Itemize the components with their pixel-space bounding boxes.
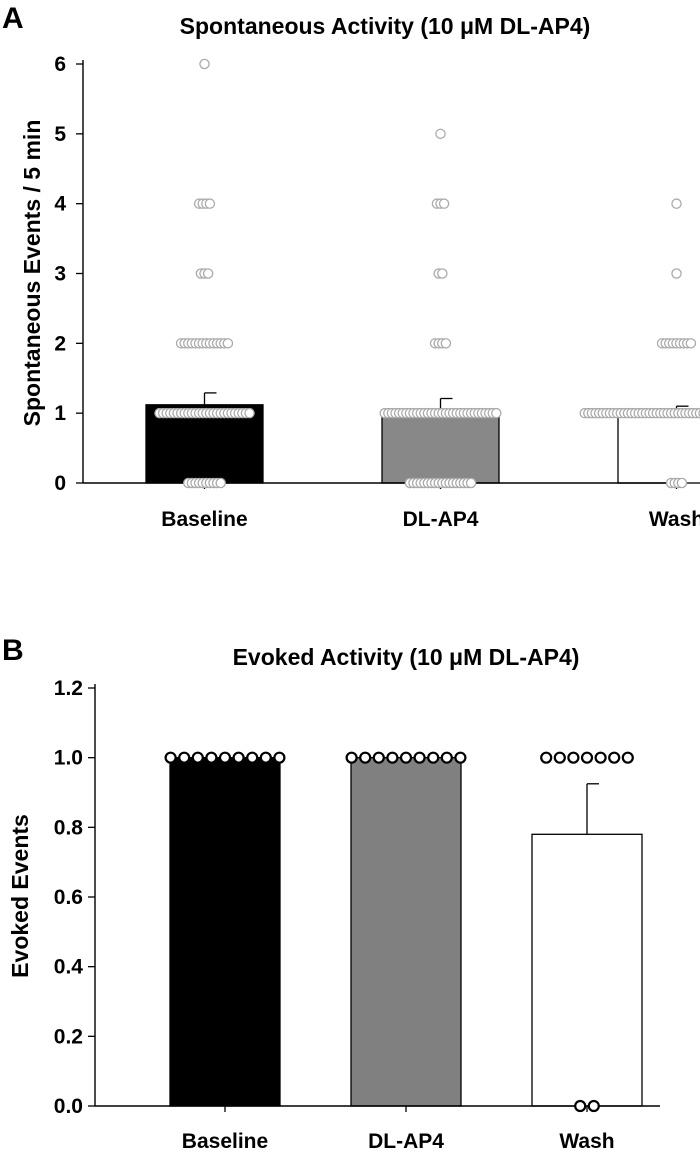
data-point-a-0-y0-9 [215,477,226,489]
bar-b-0 [169,757,281,1107]
chart-title-b: Evoked Activity (10 μM DL-AP4) [233,644,580,670]
data-point-a-1-y1-31 [491,407,502,419]
y-axis-label-b: Evoked Events [7,814,33,978]
panel-letter-b: B [2,634,24,667]
data-point-b-2-y1-6 [621,751,634,764]
data-point-b-0-y1-1 [178,751,191,764]
plot-area-a: Baseline DL-AP4 Wash 0 1 2 3 4 5 6 [54,53,700,531]
y-tick-label-a-6: 6 [54,53,66,76]
y-tick-label-b-4: 0.8 [54,816,84,839]
x-tick-label-b-2: Wash [559,1130,614,1153]
data-point-b-2-y1-0 [540,751,553,764]
data-point-a-0-y2-13 [222,338,234,349]
data-point-a-1-y3-1 [437,268,448,279]
y-tick-label-b-6: 1.2 [54,677,83,700]
data-point-a-2-y0-3 [676,477,688,489]
y-tick-label-a-1: 1 [54,402,66,425]
data-point-b-1-y1-4 [399,751,413,764]
y-tick-label-a-0: 0 [54,472,66,495]
data-point-b-1-y1-5 [413,751,426,764]
data-point-b-2-y1-3 [580,751,594,764]
data-point-b-0-y1-4 [218,751,232,764]
panel-b: B Evoked Activity (10 μM DL-AP4) Evoked … [2,634,660,1153]
data-point-b-2-y1-2 [567,751,580,764]
data-point-b-0-y1-3 [205,751,218,764]
data-point-b-2-y0-1 [587,1099,600,1113]
y-tick-label-a-3: 3 [54,263,66,286]
panel-letter-a: A [2,2,24,35]
bar-a-1 [381,409,500,484]
data-point-b-1-y1-2 [372,751,385,764]
x-tick-label-a-0: Baseline [161,508,247,531]
data-point-b-0-y1-6 [246,751,259,764]
data-point-a-0-y1-25 [244,407,255,419]
data-point-b-2-y1-1 [553,751,566,764]
data-point-b-2-y0-0 [574,1099,587,1113]
data-point-a-1-y2-3 [440,338,452,349]
data-point-b-1-y1-1 [359,751,372,764]
x-tick-label-a-1: DL-AP4 [403,508,479,531]
data-point-b-2-y1-5 [608,751,621,764]
data-point-a-0-y3-2 [202,268,214,279]
bar-b-2 [531,833,643,1107]
data-point-a-0-y6-0 [199,58,210,70]
y-tick-label-a-2: 2 [54,332,66,355]
data-point-a-2-y3-0 [671,268,682,279]
data-point-b-1-y1-7 [440,751,453,764]
y-tick-label-a-5: 5 [54,123,66,146]
y-tick-label-a-4: 4 [54,193,66,216]
data-point-b-0-y1-5 [232,751,245,764]
x-tick-label-a-2: Wash [649,508,700,531]
data-point-b-2-y1-4 [594,751,607,764]
y-tick-label-b-2: 0.4 [54,956,84,979]
panel-a: A Spontaneous Activity (10 μM DL-AP4) Sp… [2,2,700,531]
data-point-b-0-y1-2 [191,751,204,764]
data-point-b-1-y1-0 [345,751,358,764]
y-tick-label-b-3: 0.6 [54,886,83,909]
data-point-a-0-y4-3 [204,198,216,209]
y-tick-label-b-5: 1.0 [54,747,83,770]
data-point-a-2-y2-8 [685,338,697,349]
y-tick-label-b-1: 0.2 [54,1025,83,1048]
data-point-a-2-y4-0 [671,198,682,209]
data-point-b-1-y1-8 [454,751,467,764]
bar-a-2 [617,412,700,484]
bar-b-1 [350,757,462,1107]
data-point-a-1-y4-2 [438,198,450,209]
data-point-a-1-y0-17 [465,477,477,489]
plot-area-b: Baseline DL-AP4 Wash 0.0 0.2 0.4 0.6 0.8 1.0 1.2 [54,677,660,1153]
data-point-b-0-y1-0 [164,751,177,764]
data-point-b-0-y1-8 [273,751,286,764]
data-point-b-1-y1-6 [427,751,440,764]
y-tick-label-b-0: 0.0 [54,1095,83,1118]
x-tick-label-b-0: Baseline [182,1130,268,1153]
data-point-b-1-y1-3 [386,751,399,764]
data-point-b-0-y1-7 [259,751,272,764]
y-axis-label-a: Spontaneous Events / 5 min [19,120,45,427]
x-tick-label-b-1: DL-AP4 [368,1130,444,1153]
data-point-a-1-y5-0 [435,128,446,140]
chart-title-a: Spontaneous Activity (10 μM DL-AP4) [180,13,591,39]
